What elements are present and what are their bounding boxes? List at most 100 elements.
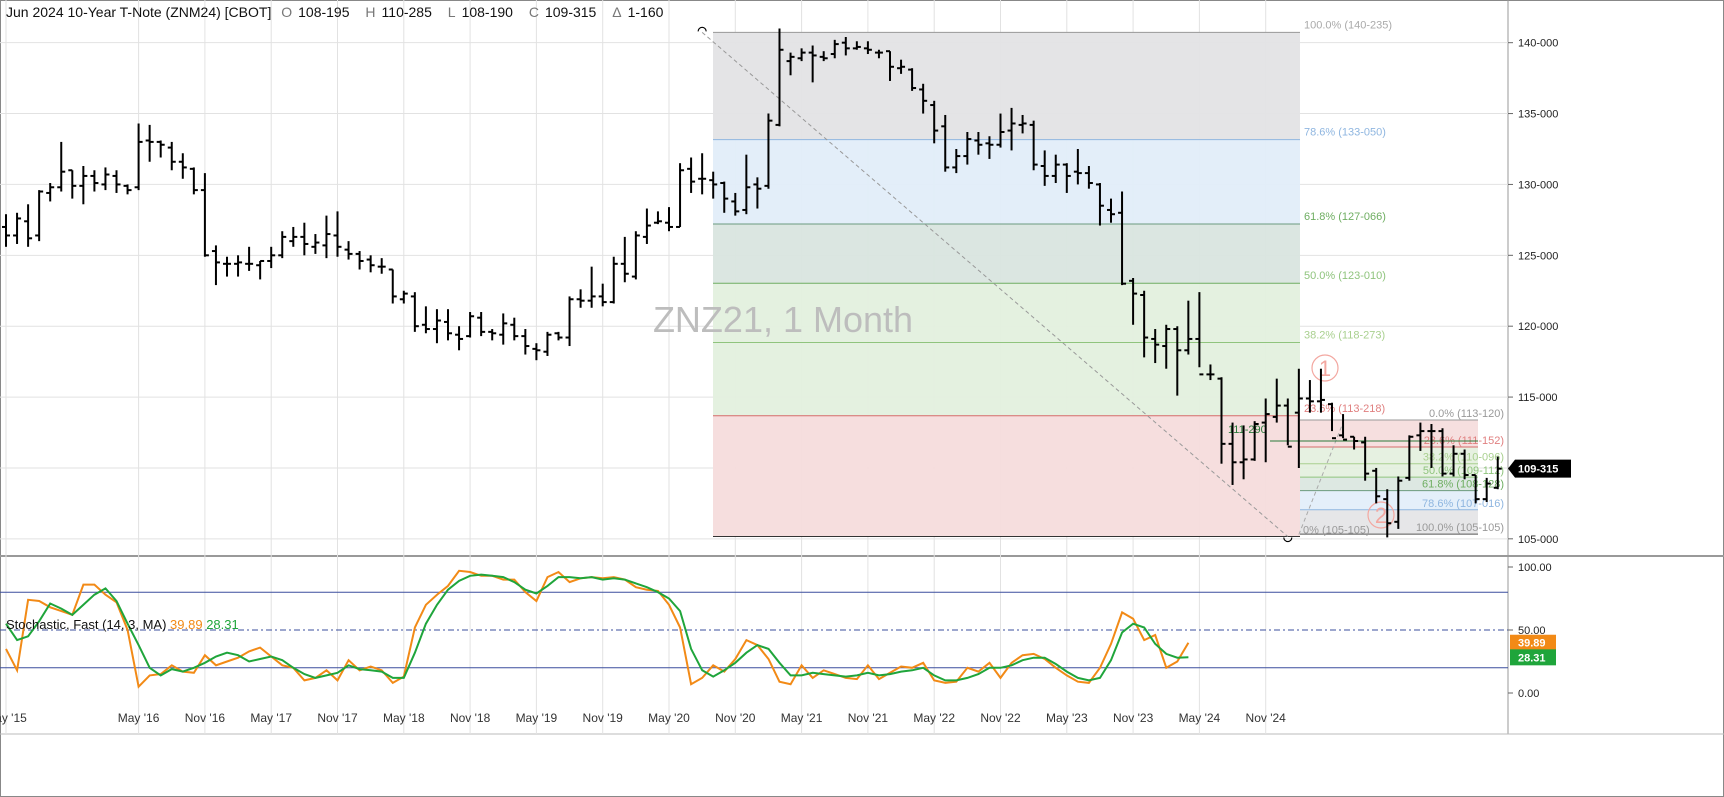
ohlc-bar xyxy=(919,83,928,114)
fib-level-label: 61.8% (127-066) xyxy=(1304,211,1386,223)
time-axis-label: May '17 xyxy=(250,711,292,725)
high-number: 110-285 xyxy=(381,4,432,20)
ohlc-bar xyxy=(665,207,673,232)
ohlc-bar xyxy=(1372,467,1381,504)
time-axis-label: Nov '21 xyxy=(848,711,889,725)
ohlc-bar xyxy=(587,266,596,308)
time-axis-label: May '16 xyxy=(118,711,160,725)
ohlc-bar xyxy=(1350,435,1359,450)
circle-marker-2-label: 2 xyxy=(1375,503,1387,528)
stoch-d-line xyxy=(5,573,1189,682)
open-number: 108-195 xyxy=(298,4,350,20)
ohlc-bar xyxy=(952,148,961,174)
ohlc-bar xyxy=(1062,163,1071,193)
instrument-title: Jun 2024 10-Year T-Note (ZNM24) [CBOT] xyxy=(6,4,272,20)
ohlc-bar xyxy=(477,312,486,337)
price-axis-label: 105-000 xyxy=(1518,534,1558,546)
ohlc-bar xyxy=(1206,364,1215,381)
ohlc-bar xyxy=(1217,377,1226,464)
ohlc-bar xyxy=(499,313,508,345)
ohlc-bar xyxy=(963,131,972,165)
level-label-111-290: 111-290 xyxy=(1228,424,1267,436)
time-axis: May '15 May '16 Nov '16 May '17 Nov '17 May '… xyxy=(0,711,1286,725)
ohlc-bar xyxy=(775,28,784,127)
time-axis-label: Nov '22 xyxy=(980,711,1021,725)
ohlc-bar xyxy=(1184,300,1193,355)
ohlc-bar xyxy=(1416,422,1425,451)
ohlc-bar xyxy=(841,37,850,56)
ohlc-bar xyxy=(687,157,696,193)
time-axis-label: May '19 xyxy=(516,711,558,725)
ohlc-bar xyxy=(466,312,475,338)
ohlc-bar xyxy=(211,245,220,286)
change-key: Δ xyxy=(612,4,622,20)
ohlc-bar xyxy=(1272,378,1281,423)
ohlc-bar xyxy=(112,170,121,193)
fib-retracement-minor: 0.0% (113-120)23.6% (111-152)38.2% (110-… xyxy=(1300,408,1504,537)
fib-minor-label: 50.0% (109-112) xyxy=(1423,465,1504,477)
ohlc-bar xyxy=(897,59,906,74)
price-axis-label: 115-000 xyxy=(1518,392,1558,404)
stochastic-k-value: 39.89 xyxy=(170,617,203,632)
ohlc-bar xyxy=(123,184,132,195)
ohlc-bar xyxy=(1361,436,1370,481)
price-axis-label: 120-000 xyxy=(1518,321,1558,333)
ohlc-bar xyxy=(68,169,77,199)
ohlc-bar xyxy=(1305,380,1314,413)
fib-zone xyxy=(713,342,1300,416)
ohlc-bar xyxy=(996,113,1005,148)
ohlc-bar xyxy=(24,204,33,247)
ohlc-bar xyxy=(1007,107,1016,151)
stochastic-label: Stochastic, Fast xyxy=(6,617,99,632)
fib-minor-label: 78.6% (107-016) xyxy=(1422,498,1504,510)
ohlc-bar xyxy=(1383,489,1392,538)
ohlc-bar xyxy=(742,154,751,215)
swing-low-marker xyxy=(1283,537,1293,543)
ohlc-bar xyxy=(731,192,740,216)
ohlc-bar xyxy=(1195,292,1204,376)
ohlc-bar xyxy=(1405,435,1414,481)
ohlc-bar xyxy=(355,251,364,270)
ohlc-bar xyxy=(223,256,231,277)
ohlc-bar xyxy=(399,290,408,304)
time-axis-label: May '21 xyxy=(781,711,823,725)
ohlc-bar xyxy=(786,52,795,76)
time-axis-label: Nov '23 xyxy=(1113,711,1154,725)
ohlc-bar xyxy=(753,177,762,209)
ohlc-bar xyxy=(1339,414,1348,441)
ohlc-bar xyxy=(576,289,585,308)
ohlc-bar xyxy=(1438,428,1447,477)
close-number: 109-315 xyxy=(544,4,597,20)
ohlc-bar xyxy=(167,141,176,171)
ohlc-bar xyxy=(974,131,983,155)
time-axis-label: Nov '24 xyxy=(1246,711,1287,725)
ohlc-bar xyxy=(388,268,397,304)
ohlc-bar xyxy=(1162,324,1171,369)
stoch-k-tag xyxy=(1510,634,1556,651)
fib-zone xyxy=(713,223,1300,284)
ohlc-bar xyxy=(565,296,574,347)
fib-minor-zone xyxy=(1300,446,1478,464)
ohlc-bar xyxy=(1328,402,1336,440)
stochastic-params: (14, 3, MA) xyxy=(102,617,167,632)
fib-zone xyxy=(713,32,1300,140)
ohlc-bar xyxy=(1228,422,1237,485)
trend-dashed-line xyxy=(701,31,1289,537)
ohlc-bar xyxy=(1294,368,1303,468)
ohlc-bar xyxy=(322,215,331,259)
ohlc-bar xyxy=(156,140,165,158)
time-axis-label: Nov '19 xyxy=(583,711,624,725)
circle-marker-2 xyxy=(1367,501,1395,529)
ohlc-bar xyxy=(1040,150,1049,186)
ohlc-bar xyxy=(377,258,386,274)
ohlc-bar xyxy=(189,167,198,195)
ohlc-bar xyxy=(1084,166,1093,189)
ohlc-bar xyxy=(631,231,640,280)
ohlc-bar xyxy=(200,173,209,257)
ohlc-bar xyxy=(874,49,883,59)
ohlc-bar xyxy=(134,123,143,191)
ohlc-bar xyxy=(1261,398,1270,463)
ohlc-bar xyxy=(2,214,10,247)
low-number: 108-190 xyxy=(461,4,513,20)
fib-level-label: 50.0% (123-010) xyxy=(1304,270,1386,282)
